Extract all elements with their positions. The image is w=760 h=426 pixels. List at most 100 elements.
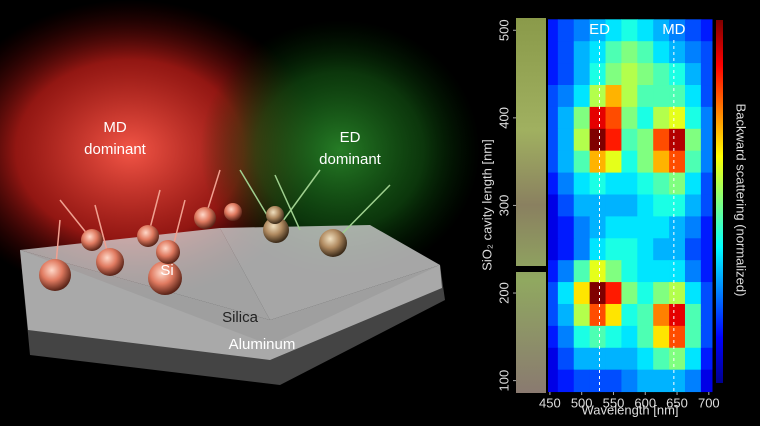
heatmap-cell	[548, 172, 559, 195]
heatmap-cell	[605, 303, 622, 327]
heatmap-cell	[621, 282, 638, 305]
heatmap-cell	[669, 369, 686, 393]
heatmap-cell	[548, 369, 559, 393]
heatmap-cell	[605, 85, 622, 108]
heatmap-cell	[589, 347, 607, 371]
heatmap-cell	[684, 19, 702, 42]
heatmap-cell	[589, 194, 607, 217]
heatmap-cell	[637, 63, 654, 86]
heatmap-cell	[557, 216, 575, 239]
heatmap-chart	[516, 18, 723, 393]
heatmap-cell	[605, 106, 622, 130]
aluminum-label: Aluminum	[229, 336, 296, 353]
heatmap-cell	[557, 106, 575, 130]
heatmap-cell	[653, 325, 670, 349]
heatmap-cell	[637, 260, 654, 283]
ed-label: dominant	[319, 151, 382, 168]
heatmap-cell	[684, 303, 702, 327]
heatmap-cell	[621, 194, 638, 217]
heatmap-cell	[557, 347, 575, 371]
heatmap-cell	[669, 238, 686, 261]
heatmap-cell	[653, 260, 670, 283]
heatmap-cell	[700, 347, 713, 371]
heatmap-cell	[637, 303, 654, 327]
heatmap-cell	[653, 303, 670, 327]
heatmap-cell	[684, 347, 702, 371]
heatmap-cell	[605, 325, 622, 349]
si-label: Si	[160, 262, 173, 279]
heatmap-cell	[548, 347, 559, 371]
heatmap-cell	[573, 41, 591, 64]
heatmap-cell	[589, 260, 607, 283]
heatmap-cell	[700, 41, 713, 64]
heatmap-cell	[637, 150, 654, 174]
heatmap-cell	[700, 303, 713, 327]
heatmap-cell	[589, 19, 607, 42]
silica-label: Silica	[222, 309, 259, 326]
heatmap-cell	[548, 238, 559, 261]
heatmap-cell	[637, 325, 654, 349]
heatmap-cell	[637, 106, 654, 130]
heatmap-cell	[684, 172, 702, 195]
heatmap-cell	[548, 194, 559, 217]
x-tick-label: 650	[666, 395, 688, 410]
heatmap-cell	[637, 19, 654, 42]
heatmap-cell	[669, 106, 686, 130]
y-tick-label: 200	[496, 282, 511, 304]
heatmap-cell	[573, 238, 591, 261]
heatmap-cell	[653, 63, 670, 86]
heatmap-cell	[700, 150, 713, 174]
heatmap-cell	[605, 128, 622, 152]
colorbar-label: Backward scattering (normalized)	[734, 104, 749, 297]
heatmap-cell	[700, 172, 713, 195]
heatmap-cell	[573, 128, 591, 152]
y-tick-label: 300	[496, 195, 511, 217]
heatmap-cell	[684, 63, 702, 86]
heatmap-cell	[548, 216, 559, 239]
heatmap-cell	[557, 303, 575, 327]
heatmap-cell	[573, 194, 591, 217]
heatmap-cell	[653, 172, 670, 195]
heatmap-cell	[589, 172, 607, 195]
heatmap-cell	[548, 282, 559, 305]
heatmap-cell	[684, 238, 702, 261]
heatmap-cell	[589, 106, 607, 130]
silica-top-left	[20, 228, 270, 320]
heatmap-cell	[605, 172, 622, 195]
heatmap-cell	[669, 128, 686, 152]
heatmap-cell	[548, 19, 559, 42]
heatmap-cell	[589, 41, 607, 64]
heatmap-cell	[573, 63, 591, 86]
heatmap-cell	[605, 63, 622, 86]
annotation-label: ED	[589, 21, 610, 38]
heatmap-cell	[653, 150, 670, 174]
heatmap-cell	[605, 282, 622, 305]
heatmap-cell	[653, 106, 670, 130]
heatmap-cell	[621, 238, 638, 261]
heatmap-cell	[557, 238, 575, 261]
heatmap-cell	[589, 128, 607, 152]
annotation-label: MD	[662, 21, 685, 38]
heatmap-cell	[621, 303, 638, 327]
heatmap-cell	[700, 128, 713, 152]
heatmap-cell	[557, 325, 575, 349]
silica-top-right	[220, 225, 440, 320]
heatmap-cell	[637, 128, 654, 152]
heatmap-cell	[548, 325, 559, 349]
heatmap-cell	[621, 106, 638, 130]
heatmap-cell	[669, 303, 686, 327]
heatmap-cell	[621, 150, 638, 174]
md-label: dominant	[84, 141, 147, 158]
heatmap-cell	[557, 194, 575, 217]
x-axis-label: Wavelength [nm]	[581, 402, 678, 417]
heatmap-cell	[589, 63, 607, 86]
heatmap-cell	[684, 260, 702, 283]
y-tick-label: 100	[496, 370, 511, 392]
heatmap-cell	[605, 150, 622, 174]
heatmap-cell	[589, 216, 607, 239]
heatmap-cell	[669, 63, 686, 86]
heatmap-cell	[621, 63, 638, 86]
heatmap-cell	[605, 194, 622, 217]
heatmap-cell	[669, 282, 686, 305]
